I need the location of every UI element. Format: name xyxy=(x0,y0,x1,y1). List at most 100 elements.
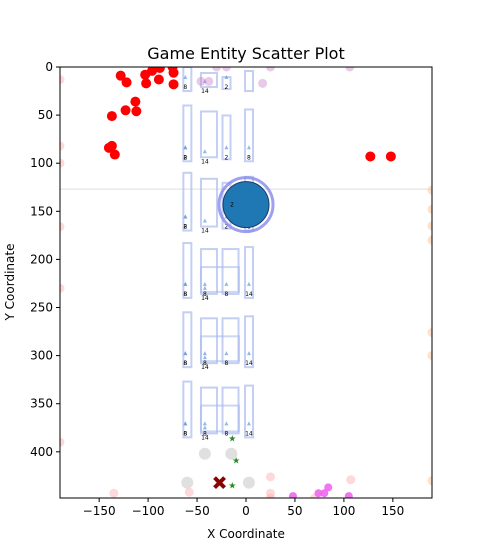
obstacle-marker xyxy=(224,75,229,80)
obstacle-marker xyxy=(246,421,251,426)
obstacle-label: 8 xyxy=(225,360,229,367)
obstacle xyxy=(199,386,218,435)
obstacle-label: 8 xyxy=(183,291,187,298)
player-halo xyxy=(217,176,275,234)
obstacle-label: 8 xyxy=(183,360,187,367)
obstacle-marker xyxy=(224,351,229,356)
obstacle xyxy=(221,386,240,435)
obstacle-label: 8 xyxy=(183,430,187,437)
x-tick-label: 0 xyxy=(242,504,250,518)
pink-faint-point xyxy=(60,283,65,293)
obstacle-marker xyxy=(183,421,188,426)
purple-faint-point xyxy=(345,67,355,72)
y-tick-label: 0 xyxy=(45,60,53,74)
obstacle-label: 14 xyxy=(201,228,209,235)
obstacle-marker xyxy=(202,281,207,286)
gray-entity-point xyxy=(225,447,238,460)
obstacle-marker xyxy=(202,79,207,84)
red-entity-point xyxy=(121,77,132,88)
obstacle xyxy=(182,67,193,93)
red-entity-point xyxy=(130,96,141,107)
pink-faint-point xyxy=(265,488,275,498)
obstacle-marker xyxy=(202,351,207,356)
obstacle xyxy=(182,171,193,232)
red-entity-point xyxy=(141,78,152,89)
obstacle xyxy=(244,246,255,299)
obstacle-marker xyxy=(224,145,229,150)
obstacle-label: 8 xyxy=(203,430,207,437)
y-tick-label: 150 xyxy=(30,204,53,218)
obstacle xyxy=(221,248,240,295)
obstacle-marker xyxy=(183,145,188,150)
obstacle xyxy=(182,380,193,439)
red-entity-point xyxy=(154,67,165,73)
red-entity-point xyxy=(120,105,131,116)
purple-faint-point xyxy=(258,78,268,88)
obstacle-label: 8 xyxy=(203,291,207,298)
orange-faint-point xyxy=(427,235,432,245)
red-entity-point xyxy=(106,140,117,151)
obstacle xyxy=(199,110,218,159)
obstacle xyxy=(199,404,240,433)
obstacle-marker xyxy=(246,281,251,286)
green-star-point: ★ xyxy=(228,434,236,444)
y-axis-label: Y Coordinate xyxy=(3,244,17,322)
obstacle-label: 2 xyxy=(183,224,187,231)
obstacle-marker xyxy=(202,285,207,290)
obstacle-marker xyxy=(202,421,207,426)
y-tick-label: 400 xyxy=(30,445,53,459)
obstacle xyxy=(199,335,240,363)
obstacle-marker xyxy=(202,149,207,154)
obstacle xyxy=(199,266,240,293)
obstacle-label: 14 xyxy=(201,88,209,95)
pink-faint-point xyxy=(265,472,275,482)
x-tick-label: −150 xyxy=(83,504,116,518)
obstacle-label: 14 xyxy=(245,291,253,298)
obstacle-label: 8 xyxy=(183,291,187,298)
obstacle xyxy=(221,114,232,161)
gray-entity-point xyxy=(242,476,255,489)
obstacle-marker xyxy=(202,355,207,360)
obstacle-marker xyxy=(202,218,207,223)
obstacle-label: 14 xyxy=(245,430,253,437)
obstacle-label: 8 xyxy=(183,84,187,91)
chart-title: Game Entity Scatter Plot xyxy=(147,44,344,63)
obstacle xyxy=(244,70,255,93)
obstacle-marker xyxy=(183,281,188,286)
red-entity-point xyxy=(131,106,142,117)
obstacle-marker xyxy=(224,281,229,286)
obstacle-label: 8 xyxy=(225,291,229,298)
gray-entity-point xyxy=(181,476,194,489)
gray-entity-point xyxy=(198,447,211,460)
pink-faint-point xyxy=(184,487,194,497)
y-tick-label: 200 xyxy=(30,252,53,266)
magenta-entity-point xyxy=(324,483,333,492)
plot-area: 8142814282814282814814888148148881481488… xyxy=(60,67,432,498)
pink-faint-point xyxy=(60,158,65,168)
y-tick-label: 100 xyxy=(30,156,53,170)
pink-faint-point xyxy=(109,488,119,498)
obstacle-label: 8 xyxy=(183,154,187,161)
purple-faint-point xyxy=(221,67,231,72)
plot-marks: 8142814282814282814814888148148881481488… xyxy=(60,67,432,498)
pink-faint-point xyxy=(60,437,65,447)
orange-faint-point xyxy=(427,221,432,231)
obstacle-marker xyxy=(246,145,251,150)
player-marker xyxy=(222,181,270,229)
red-entity-point xyxy=(168,79,179,90)
obstacle xyxy=(182,104,193,163)
pink-faint-point xyxy=(60,222,65,232)
magenta-entity-point xyxy=(320,489,329,498)
pink-faint-point xyxy=(346,475,356,485)
obstacle-label: 2 xyxy=(225,84,229,91)
orange-faint-point xyxy=(427,185,432,195)
red-entity-point xyxy=(168,67,179,78)
orange-faint-point xyxy=(427,328,432,338)
obstacle-label: 8 xyxy=(203,360,207,367)
y-axis: 0 50 100 150 200 250 300 350 400 xyxy=(30,60,60,459)
obstacle-label: 2 xyxy=(225,154,229,161)
obstacle xyxy=(244,384,255,439)
red-entity-point xyxy=(153,74,164,85)
red-entity-point xyxy=(147,67,158,76)
purple-faint-point xyxy=(212,67,222,72)
